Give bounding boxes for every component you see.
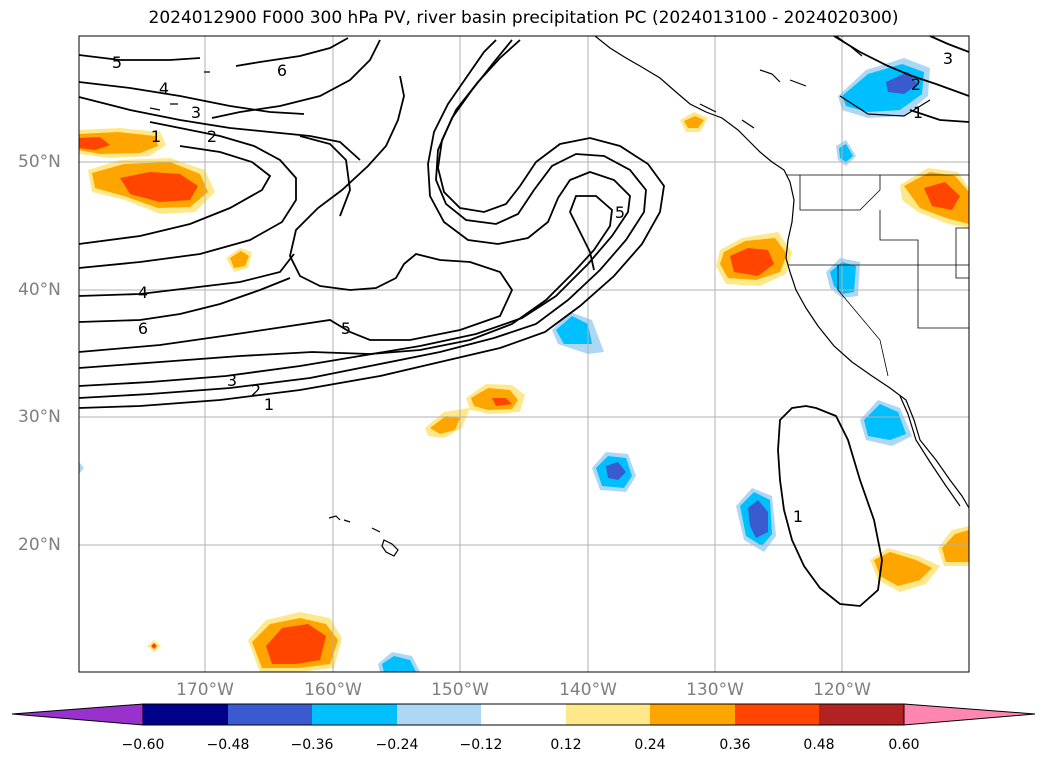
precip-blob-42n-168w	[226, 248, 252, 272]
colorbar-segment	[566, 704, 650, 725]
lat-label: 30°N	[18, 407, 61, 427]
lon-label: 140°W	[559, 680, 617, 700]
contour-label: 1	[151, 127, 161, 146]
colorbar-tick: 0.36	[719, 737, 751, 753]
contour-label: 6	[277, 61, 287, 80]
lon-label: 170°W	[176, 680, 234, 700]
contour-label: 2	[251, 381, 261, 400]
lat-label: 20°N	[18, 535, 61, 555]
lat-label: 50°N	[18, 152, 61, 172]
precip-neg-blob-26n-138w	[592, 452, 636, 492]
lon-label: 160°W	[304, 680, 362, 700]
pv-contours	[78, 35, 970, 607]
colorbar-tick: 0.60	[888, 737, 920, 753]
colorbar-segment	[228, 704, 312, 725]
precip-neg-blob-36n-141w	[552, 312, 604, 354]
contour-label: 5	[341, 319, 351, 338]
colorbar-segment	[481, 704, 566, 725]
lon-label: 150°W	[431, 680, 489, 700]
lon-label: 120°W	[813, 680, 871, 700]
colorbar-segment	[143, 704, 228, 725]
map-title: 2024012900 F000 300 hPa PV, river basin …	[148, 8, 899, 28]
precip-blob-31n-147w	[466, 384, 525, 414]
colorbar-tick: −0.60	[121, 737, 165, 753]
pv-contour-labels: 5 6 4 3 2 1 5 4 6 5 3 2 1 1 2 1 3	[112, 49, 953, 526]
colorbar-frame	[142, 703, 905, 726]
colorbar-segment	[819, 704, 904, 725]
precip-blob-20n-111w	[938, 526, 969, 566]
contour-label: 5	[112, 53, 122, 72]
contour-label: 5	[615, 203, 625, 222]
colorbar-tick: 0.48	[803, 737, 835, 753]
precip-neg-blob-11n-154w	[378, 652, 420, 672]
precip-positive-regions	[79, 112, 969, 672]
colorbar-extend-low	[11, 703, 144, 726]
colorbar-segment	[650, 704, 735, 725]
colorbar-segment	[312, 704, 397, 725]
contour-label: 4	[159, 79, 169, 98]
precip-blob-west-48n	[88, 158, 215, 214]
colorbar	[11, 703, 1036, 726]
colorbar-tick: −0.36	[290, 737, 334, 753]
precip-blob-53n-130w	[680, 112, 708, 132]
colorbar-tick: −0.12	[459, 737, 503, 753]
contour-label: 3	[191, 103, 201, 122]
precip-neg-blob-22n-126w	[736, 488, 776, 552]
contour-label: 1	[793, 507, 803, 526]
colorbar-segment	[735, 704, 819, 725]
precip-blob-west-52n	[79, 128, 166, 158]
precip-negative-regions	[79, 58, 930, 672]
contour-label: 4	[138, 283, 148, 302]
colorbar-tick: 0.12	[550, 737, 582, 753]
contour-label: 1	[264, 395, 274, 414]
map-frame	[78, 35, 970, 673]
precip-blob-48n-112w	[900, 168, 969, 228]
lat-label: 40°N	[18, 280, 61, 300]
contour-label: 6	[138, 319, 148, 338]
precip-blob-42n-128w	[716, 232, 792, 286]
precip-blob-29n-151w	[425, 408, 470, 438]
contour-label: 3	[943, 49, 953, 68]
lon-label: 130°W	[686, 680, 744, 700]
precip-neg-edge-26n	[79, 462, 84, 474]
precip-neg-blob-29n-116w	[860, 400, 912, 446]
colorbar-segment	[397, 704, 481, 725]
contour-label: 2	[911, 75, 921, 94]
contour-label: 2	[207, 127, 217, 146]
graticule	[79, 36, 969, 672]
precip-blob-12n-163w	[248, 612, 342, 672]
colorbar-extend-high	[903, 703, 1036, 726]
map-background	[79, 36, 969, 672]
precip-blob-17n-118w	[870, 548, 940, 592]
colorbar-tick: −0.48	[206, 737, 250, 753]
colorbar-tick: −0.24	[375, 737, 419, 753]
precip-neg-blob-41n-120w	[826, 258, 860, 298]
contour-label: 3	[227, 371, 237, 390]
colorbar-tick: 0.24	[634, 737, 666, 753]
contour-label: 1	[913, 103, 923, 122]
precip-blob-12n-172w	[147, 640, 161, 652]
